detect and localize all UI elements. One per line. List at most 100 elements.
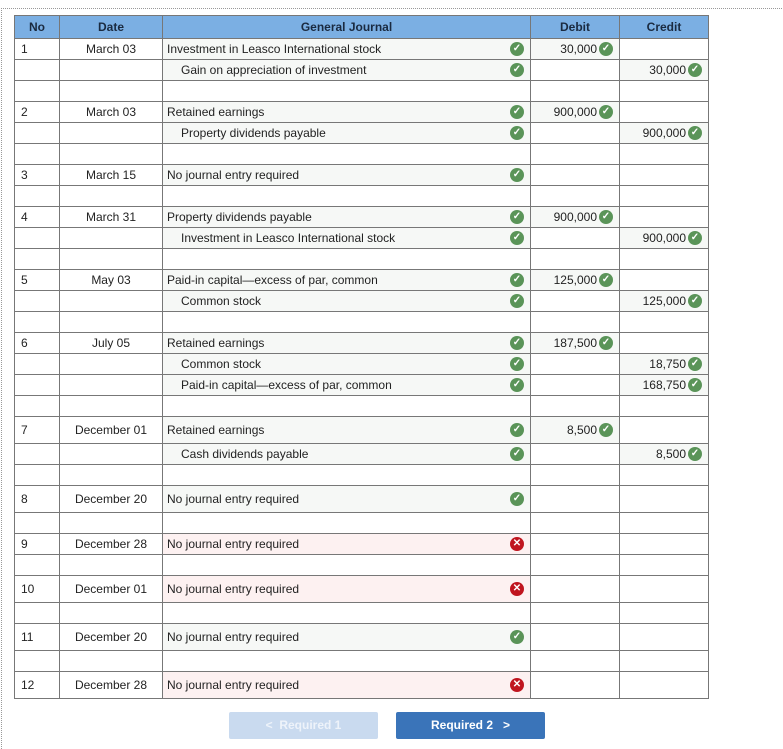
account-cell[interactable]: Retained earnings ✓: [162, 332, 531, 354]
date-cell[interactable]: July 05: [59, 332, 163, 354]
date-cell[interactable]: [59, 443, 163, 465]
next-required-button[interactable]: Required 2 >: [396, 712, 545, 739]
credit-cell[interactable]: [619, 650, 709, 672]
account-cell[interactable]: No journal entry required ✕: [162, 575, 531, 603]
debit-cell[interactable]: [530, 512, 620, 534]
date-cell[interactable]: [59, 143, 163, 165]
credit-cell[interactable]: [619, 80, 709, 102]
debit-cell[interactable]: [530, 59, 620, 81]
account-cell[interactable]: [162, 248, 531, 270]
debit-cell[interactable]: [530, 575, 620, 603]
credit-cell[interactable]: [619, 395, 709, 417]
debit-cell[interactable]: [530, 185, 620, 207]
credit-cell[interactable]: [619, 332, 709, 354]
date-cell[interactable]: [59, 353, 163, 375]
date-cell[interactable]: [59, 248, 163, 270]
debit-cell[interactable]: [530, 554, 620, 576]
date-cell[interactable]: December 01: [59, 416, 163, 444]
credit-cell[interactable]: [619, 185, 709, 207]
account-cell[interactable]: No journal entry required ✓: [162, 485, 531, 513]
debit-cell[interactable]: [530, 227, 620, 249]
account-cell[interactable]: Paid-in capital—excess of par, common ✓: [162, 269, 531, 291]
account-cell[interactable]: [162, 650, 531, 672]
credit-cell[interactable]: [619, 38, 709, 60]
account-cell[interactable]: No journal entry required ✕: [162, 671, 531, 699]
date-cell[interactable]: [59, 122, 163, 144]
debit-cell[interactable]: [530, 311, 620, 333]
account-cell[interactable]: Retained earnings ✓: [162, 416, 531, 444]
credit-cell[interactable]: [619, 464, 709, 486]
date-cell[interactable]: [59, 311, 163, 333]
account-cell[interactable]: No journal entry required ✓: [162, 623, 531, 651]
debit-cell[interactable]: [530, 395, 620, 417]
date-cell[interactable]: December 20: [59, 623, 163, 651]
debit-cell[interactable]: [530, 464, 620, 486]
debit-cell[interactable]: 8,500 ✓: [530, 416, 620, 444]
debit-cell[interactable]: [530, 248, 620, 270]
account-cell[interactable]: No journal entry required ✕: [162, 533, 531, 555]
date-cell[interactable]: [59, 59, 163, 81]
account-cell[interactable]: Investment in Leasco International stock…: [162, 38, 531, 60]
credit-cell[interactable]: 168,750 ✓: [619, 374, 709, 396]
debit-cell[interactable]: [530, 443, 620, 465]
credit-cell[interactable]: [619, 206, 709, 228]
date-cell[interactable]: [59, 602, 163, 624]
debit-cell[interactable]: 900,000 ✓: [530, 206, 620, 228]
date-cell[interactable]: May 03: [59, 269, 163, 291]
date-cell[interactable]: March 31: [59, 206, 163, 228]
debit-cell[interactable]: 125,000 ✓: [530, 269, 620, 291]
account-cell[interactable]: [162, 512, 531, 534]
debit-cell[interactable]: [530, 533, 620, 555]
account-cell[interactable]: [162, 143, 531, 165]
credit-cell[interactable]: [619, 512, 709, 534]
debit-cell[interactable]: [530, 374, 620, 396]
date-cell[interactable]: December 20: [59, 485, 163, 513]
credit-cell[interactable]: [619, 533, 709, 555]
account-cell[interactable]: Investment in Leasco International stock…: [162, 227, 531, 249]
debit-cell[interactable]: [530, 143, 620, 165]
date-cell[interactable]: December 28: [59, 671, 163, 699]
debit-cell[interactable]: [530, 623, 620, 651]
debit-cell[interactable]: [530, 80, 620, 102]
credit-cell[interactable]: 125,000 ✓: [619, 290, 709, 312]
account-cell[interactable]: Property dividends payable ✓: [162, 122, 531, 144]
date-cell[interactable]: March 15: [59, 164, 163, 186]
debit-cell[interactable]: [530, 353, 620, 375]
account-cell[interactable]: Paid-in capital—excess of par, common ✓: [162, 374, 531, 396]
debit-cell[interactable]: [530, 164, 620, 186]
date-cell[interactable]: March 03: [59, 101, 163, 123]
credit-cell[interactable]: [619, 485, 709, 513]
date-cell[interactable]: [59, 554, 163, 576]
account-cell[interactable]: Property dividends payable ✓: [162, 206, 531, 228]
credit-cell[interactable]: [619, 269, 709, 291]
debit-cell[interactable]: [530, 671, 620, 699]
account-cell[interactable]: [162, 554, 531, 576]
date-cell[interactable]: [59, 185, 163, 207]
credit-cell[interactable]: [619, 248, 709, 270]
debit-cell[interactable]: [530, 485, 620, 513]
credit-cell[interactable]: [619, 416, 709, 444]
prev-required-button[interactable]: < Required 1: [229, 712, 378, 739]
account-cell[interactable]: [162, 185, 531, 207]
account-cell[interactable]: [162, 80, 531, 102]
date-cell[interactable]: [59, 464, 163, 486]
debit-cell[interactable]: [530, 602, 620, 624]
date-cell[interactable]: [59, 290, 163, 312]
credit-cell[interactable]: [619, 101, 709, 123]
date-cell[interactable]: [59, 374, 163, 396]
date-cell[interactable]: [59, 227, 163, 249]
credit-cell[interactable]: [619, 554, 709, 576]
date-cell[interactable]: December 01: [59, 575, 163, 603]
account-cell[interactable]: Common stock ✓: [162, 290, 531, 312]
account-cell[interactable]: Cash dividends payable ✓: [162, 443, 531, 465]
credit-cell[interactable]: 18,750 ✓: [619, 353, 709, 375]
debit-cell[interactable]: [530, 650, 620, 672]
date-cell[interactable]: [59, 395, 163, 417]
account-cell[interactable]: No journal entry required ✓: [162, 164, 531, 186]
credit-cell[interactable]: 900,000 ✓: [619, 122, 709, 144]
credit-cell[interactable]: [619, 143, 709, 165]
date-cell[interactable]: March 03: [59, 38, 163, 60]
credit-cell[interactable]: [619, 602, 709, 624]
debit-cell[interactable]: [530, 122, 620, 144]
account-cell[interactable]: [162, 311, 531, 333]
